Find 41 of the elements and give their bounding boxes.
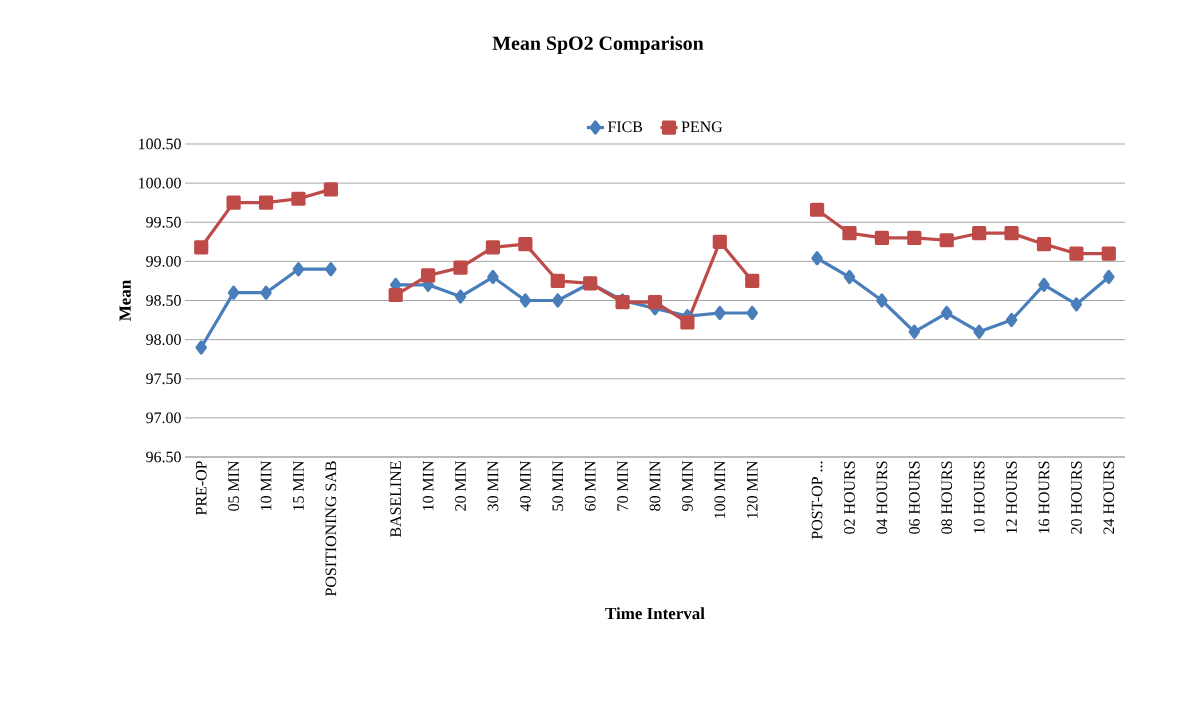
- x-tick-label: 10 MIN: [422, 460, 434, 511]
- y-axis-title: Mean: [119, 280, 131, 321]
- x-tick-label: 02 HOURS: [844, 461, 855, 534]
- x-tick-label: 20 MIN: [455, 460, 466, 511]
- x-tick-label: BASELINE: [390, 461, 402, 538]
- x-tick-label: 12 HOURS: [1006, 461, 1017, 534]
- x-tick-label: POST-OP ...: [811, 461, 823, 540]
- x-tick-label: 50 MIN: [552, 460, 564, 511]
- x-tick-label: 40 MIN: [519, 460, 531, 512]
- y-tick-label: 100.00: [139, 177, 181, 189]
- x-tick-label: 30 MIN: [487, 460, 499, 511]
- x-tick-label: 120 MIN: [746, 460, 758, 518]
- x-tick-label: 04 HOURS: [876, 461, 888, 534]
- y-tick-label: 99.00: [146, 255, 181, 267]
- y-tick-label: 97.00: [146, 412, 181, 424]
- x-tick-label: 100 MIN: [714, 460, 726, 518]
- x-tick-label: 80 MIN: [649, 460, 661, 511]
- x-tick-label: 10 HOURS: [973, 461, 985, 534]
- legend-label: PENG: [681, 121, 723, 133]
- x-tick-label: 08 HOURS: [941, 461, 953, 534]
- x-tick-label: 16 HOURS: [1038, 461, 1050, 534]
- y-tick-label: 100.50: [139, 138, 181, 150]
- y-tick-label: 98.00: [146, 334, 181, 346]
- x-tick-label: POSITIONING SAB: [325, 461, 337, 597]
- x-tick-label: 05 MIN: [228, 460, 239, 511]
- y-tick-label: 99.50: [146, 216, 181, 228]
- y-tick-label: 98.50: [146, 295, 181, 306]
- x-tick-label: 10 MIN: [260, 460, 272, 511]
- x-axis-title: Time Interval: [605, 607, 705, 620]
- x-tick-label: 90 MIN: [682, 460, 693, 511]
- x-tick-label: 15 MIN: [293, 460, 304, 511]
- x-tick-label: 60 MIN: [584, 460, 596, 511]
- y-tick-label: 96.50: [146, 451, 181, 463]
- x-tick-label: 70 MIN: [617, 460, 628, 511]
- x-tick-label: PRE-OP: [195, 461, 207, 515]
- y-tick-label: 97.50: [146, 373, 181, 385]
- x-tick-label: 20 HOURS: [1071, 461, 1082, 534]
- legend-label: FICB: [607, 121, 643, 133]
- x-tick-label: 06 HOURS: [908, 461, 920, 534]
- chart-title: Mean SpO2 Comparison: [492, 35, 704, 55]
- x-tick-label: 24 HOURS: [1103, 461, 1115, 534]
